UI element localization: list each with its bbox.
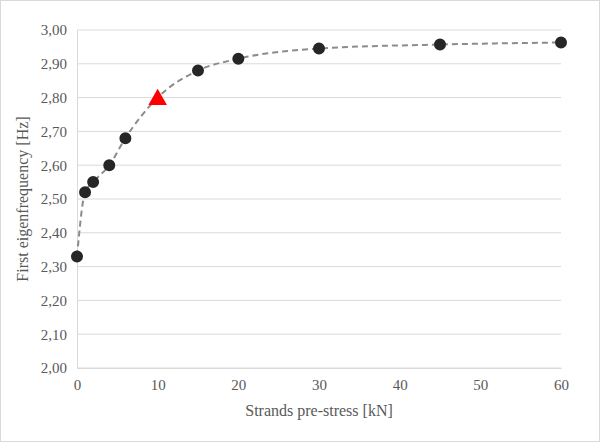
tick-label: 3,00 [41,22,67,38]
tick-label: 2,00 [41,360,67,376]
circle-marker [232,53,244,65]
markers [148,89,167,105]
chart: 0 10 20 30 40 50 60 2,00 2,10 2,20 2,30 2,40 2,50 2,6… [0,0,600,442]
tick: 2,50 [41,191,77,207]
tick: 60 [554,368,569,393]
circle-marker [119,132,131,144]
circle-marker [434,39,446,51]
tick: 2,20 [41,293,77,309]
tick: 3,00 [41,22,77,38]
tick: 2,70 [41,124,77,140]
tick: 2,60 [41,158,77,174]
tick-label: 30 [312,377,327,393]
y-axis-title: First eigenfrequency [Hz] [14,116,32,281]
tick-label: 2,70 [41,124,67,140]
tick: 30 [312,368,327,393]
grid-line [77,30,561,31]
tick-label: 2,60 [41,158,67,174]
tick-label: 10 [151,377,166,393]
grid-line [77,165,561,166]
line [77,43,561,257]
chart-border [1,1,600,442]
tick: 20 [231,368,246,393]
tick-label: 20 [231,377,246,393]
tick-label: 0 [74,377,82,393]
circle-marker [313,43,325,55]
y-axis: 2,00 2,10 2,20 2,30 2,40 2,50 2,60 2,70 2,80 2,90… [41,22,78,376]
x-axis-title: Strands pre-stress [kN] [245,402,393,420]
tick: 50 [473,368,488,393]
tick: 2,10 [41,327,77,343]
tick-label: 2,90 [41,56,67,72]
tick-label: 2,20 [41,293,67,309]
tick-label: 2,50 [41,191,67,207]
axis-line [78,368,562,369]
grid [77,30,561,368]
tick: 2,00 [41,360,77,376]
tick: 2,40 [41,225,77,241]
grid-line [77,63,561,64]
grid-line [77,97,561,98]
tick-label: 2,30 [41,259,67,275]
tick-label: 2,10 [41,327,67,343]
tick: 2,90 [41,56,77,72]
tick-label: 2,40 [41,225,67,241]
grid-line [77,368,561,369]
markers [71,37,567,263]
circle-marker [79,186,91,198]
grid-line [77,131,561,132]
circle-marker [192,65,204,77]
circle-marker [555,37,567,49]
circle-marker [71,250,83,262]
axis-line [77,31,78,369]
tick-label: 60 [554,377,569,393]
tick: 2,30 [41,259,77,275]
circle-marker [103,159,115,171]
tick-label: 50 [473,377,488,393]
triangle-marker [148,89,167,105]
grid-line [77,232,561,233]
grid-line [77,199,561,200]
tick: 0 [74,368,82,393]
grid-line [77,266,561,267]
circle-marker [87,176,99,188]
x-axis: 0 10 20 30 40 50 60 [74,368,569,393]
tick-label: 40 [393,377,408,393]
plot-area [71,37,567,263]
grid-line [77,334,561,335]
tick: 2,80 [41,90,77,106]
tick: 40 [393,368,408,393]
tick: 10 [151,368,166,393]
tick-label: 2,80 [41,90,67,106]
grid-line [77,300,561,301]
